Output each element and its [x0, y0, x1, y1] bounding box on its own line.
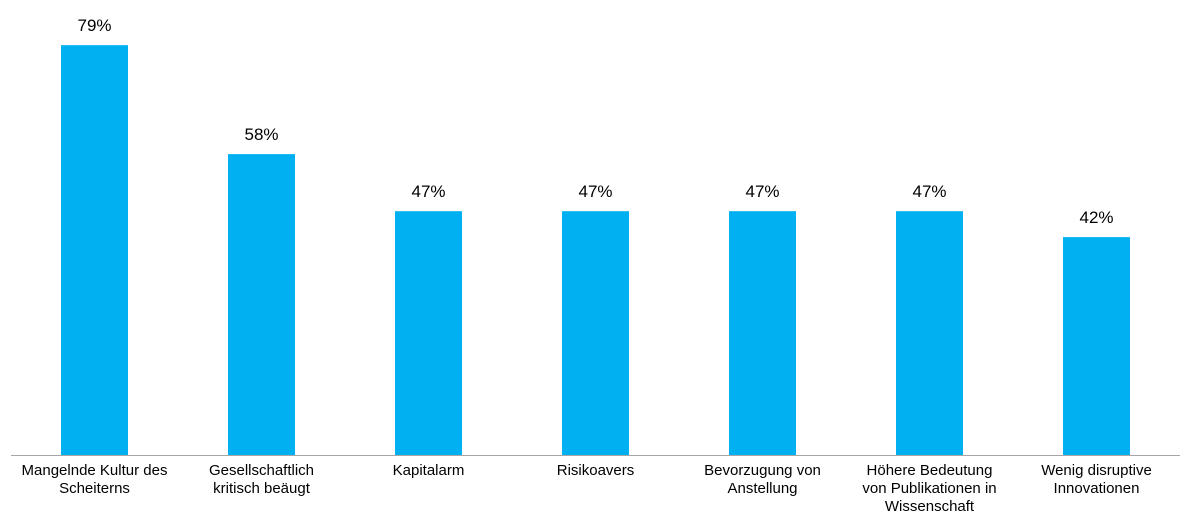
- value-label: 58%: [244, 125, 278, 144]
- value-label: 79%: [77, 16, 111, 35]
- value-label: 47%: [578, 182, 612, 201]
- bar: [729, 211, 796, 455]
- value-label: 47%: [745, 182, 779, 201]
- x-tick-label: Risikoavers: [556, 462, 635, 479]
- bar: [1063, 237, 1130, 455]
- x-tick-label: Höhere Bedeutung von Publikationen in Wi…: [862, 462, 997, 515]
- x-tick-label: Bevorzugung von Anstellung: [704, 462, 821, 497]
- value-label: 47%: [912, 182, 946, 201]
- x-tick-label: Kapitalarm: [392, 462, 465, 479]
- x-tick-label: Mangelnde Kultur des Scheiterns: [21, 462, 168, 497]
- value-label: 47%: [411, 182, 445, 201]
- bar: [896, 211, 963, 455]
- value-label: 42%: [1079, 208, 1113, 227]
- bar: [562, 211, 629, 455]
- x-tick-label: Wenig disruptive Innovationen: [1041, 462, 1152, 497]
- bar: [395, 211, 462, 455]
- x-tick-label: Gesellschaftlich kritisch beäugt: [208, 462, 315, 497]
- bar: [61, 45, 128, 455]
- bar: [228, 154, 295, 455]
